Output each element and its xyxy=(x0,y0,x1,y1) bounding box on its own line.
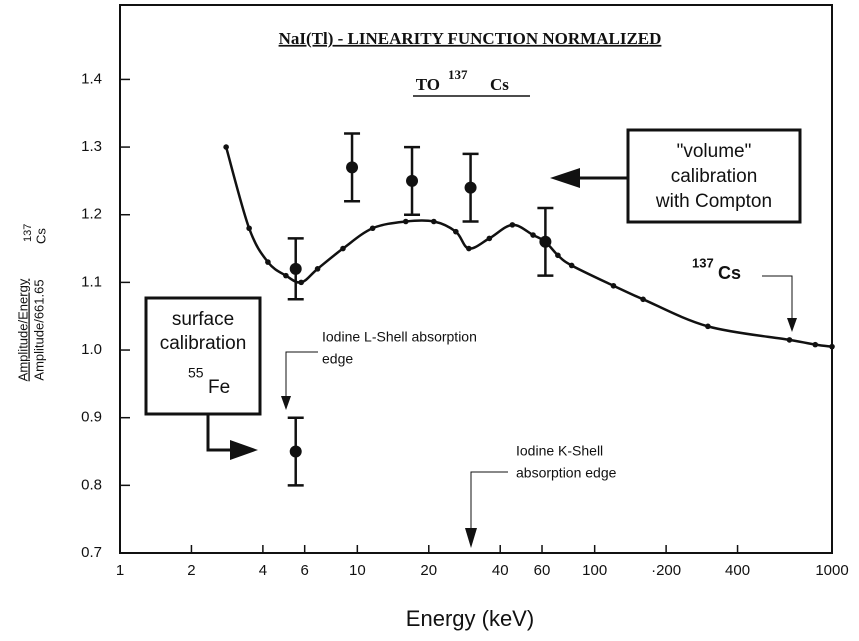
x-tick-label: 1 xyxy=(116,562,124,579)
l-edge-text: Iodine L-Shell absorption edge xyxy=(322,329,477,367)
curve-dot xyxy=(568,262,575,269)
cs-sup: 137 xyxy=(692,255,714,270)
x-tick-label: 100 xyxy=(582,562,607,579)
curve xyxy=(224,146,833,348)
y-tick-label: 0.9 xyxy=(81,409,102,426)
curve-dot xyxy=(453,228,459,235)
y-label-sup: 137 xyxy=(22,224,34,242)
x-tick-label: 40 xyxy=(492,562,509,579)
annotation-line: surface xyxy=(172,309,234,330)
data-point xyxy=(289,262,302,275)
annotation-line: "volume" xyxy=(677,141,752,162)
curve-dot xyxy=(298,279,304,286)
x-tick-label: 400 xyxy=(725,562,750,579)
chart-title: NaI(Tl) - LINEARITY FUNCTION NORMALIZED xyxy=(279,29,662,48)
y-tick-label: 0.7 xyxy=(81,544,102,561)
y-tick-label: 1.4 xyxy=(81,70,102,87)
pointer xyxy=(762,275,793,320)
curve-dot xyxy=(555,252,561,259)
arrow xyxy=(206,414,232,452)
curve-dot xyxy=(223,144,229,150)
curve-dot xyxy=(265,259,271,265)
pointer xyxy=(285,351,318,400)
x-tick-label: 10 xyxy=(349,562,366,579)
surface-box xyxy=(144,296,262,416)
annotation-line: calibration xyxy=(160,333,247,354)
x-tick-label: 4 xyxy=(259,562,267,579)
data-point xyxy=(346,161,359,174)
curve-dot xyxy=(705,323,711,330)
subtitle: TO xyxy=(416,75,440,94)
curve-dot xyxy=(486,235,493,242)
subtitle-after: Cs xyxy=(490,75,509,94)
surface-sup: 55 xyxy=(188,365,204,381)
y-tick-label: 1.1 xyxy=(81,273,102,290)
pointer xyxy=(470,471,508,530)
curve-dot xyxy=(610,282,617,289)
y-label-bottom: Amplitude/661.65 xyxy=(31,279,46,380)
y-tick-label: 1.2 xyxy=(81,206,102,223)
k-edge-text: Iodine K-Shell absorption edge xyxy=(516,443,617,481)
data-point xyxy=(406,174,419,187)
x-tick-label: 6 xyxy=(301,562,309,579)
x-tick-label: ·200 xyxy=(651,562,681,579)
annotation-line: Iodine K-Shell xyxy=(516,443,603,459)
plot-frame xyxy=(119,4,833,554)
x-tick-label: 1000 xyxy=(815,562,848,579)
arrowhead xyxy=(787,318,797,332)
y-tick-label: 1.0 xyxy=(81,341,102,358)
y-tick-label: 0.8 xyxy=(81,476,102,493)
subtitle-sup: 137 xyxy=(448,67,468,82)
curve-dot xyxy=(812,341,819,348)
curve-dot xyxy=(283,272,289,279)
arrowhead xyxy=(550,168,580,188)
x-tick-label: 20 xyxy=(420,562,437,579)
annotation-line: calibration xyxy=(671,166,758,187)
surface-after: Fe xyxy=(208,377,230,398)
curve-dot xyxy=(786,337,793,343)
data-point xyxy=(539,235,552,248)
annotation-line: absorption edge xyxy=(516,465,617,481)
data-point xyxy=(289,445,302,458)
curve-dot xyxy=(640,296,646,303)
curve-dot xyxy=(829,343,835,350)
x-axis-label: Energy (keV) xyxy=(406,606,534,631)
volume-box xyxy=(626,128,802,224)
y-label-top: Amplitude/Energy xyxy=(15,278,30,381)
annotation-line: Iodine L-Shell absorption xyxy=(322,329,477,345)
x-tick-label: 2 xyxy=(187,562,195,579)
curve-dot xyxy=(466,245,472,252)
y-tick-label: 1.3 xyxy=(81,138,102,155)
data-point xyxy=(464,181,477,194)
curve-dot xyxy=(369,225,376,232)
curve-dot xyxy=(509,222,516,228)
arrowhead xyxy=(230,440,258,460)
cs-after: Cs xyxy=(718,263,741,283)
curve-dot xyxy=(530,232,536,238)
volume-text: "volume" calibration with Compton xyxy=(655,141,772,212)
annotation-line: with Compton xyxy=(655,191,772,212)
curve-dot xyxy=(431,218,437,225)
annotation-line: edge xyxy=(322,351,353,367)
y-label-after: Cs xyxy=(33,228,48,244)
curve-dot xyxy=(340,245,346,252)
arrowhead xyxy=(281,396,291,410)
curve-dot xyxy=(246,225,252,232)
curve-dot xyxy=(314,266,321,272)
arrowhead xyxy=(465,528,477,548)
x-tick-label: 60 xyxy=(534,562,551,579)
curve-dot xyxy=(402,218,409,225)
y-axis-label: Amplitude/Energy Amplitude/661.65 137 Cs xyxy=(15,224,48,382)
